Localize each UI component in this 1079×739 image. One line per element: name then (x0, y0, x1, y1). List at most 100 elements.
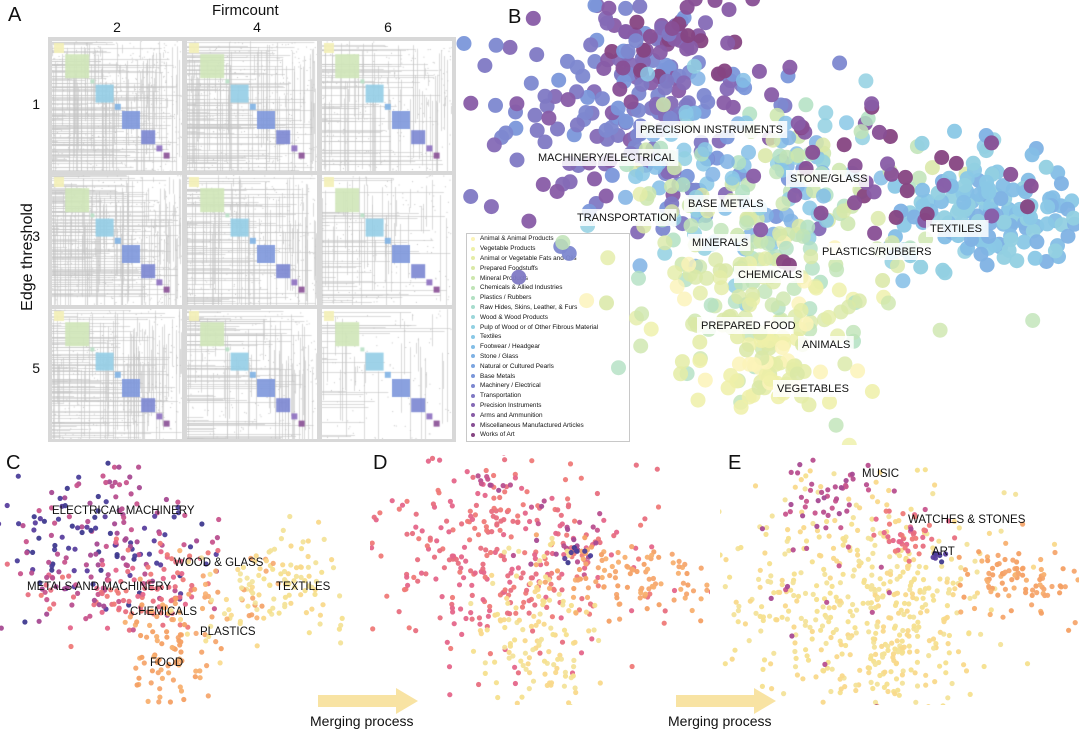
matrix-cell (322, 175, 452, 305)
scatter-point (844, 508, 850, 514)
scatter-point (396, 506, 402, 512)
matrix-cell (187, 41, 317, 171)
scatter-point (154, 560, 160, 566)
cluster-label-box (734, 266, 804, 283)
scatter-point (559, 521, 565, 527)
scatter-point (677, 291, 692, 307)
scatter-point (812, 510, 818, 516)
scatter-point (894, 563, 900, 570)
scatter-point (522, 650, 528, 656)
scatter-point (871, 532, 877, 538)
scatter-point (650, 575, 656, 582)
scatter-point (163, 496, 169, 503)
scatter-point (550, 631, 556, 638)
scatter-point (316, 519, 322, 525)
scatter-point (155, 670, 161, 676)
scatter-point (879, 643, 885, 649)
scatter-point (735, 72, 751, 88)
arrow-1-shape (318, 688, 418, 714)
scatter-point (176, 638, 182, 644)
panel-letter-e: E (728, 452, 742, 474)
scatter-point (338, 640, 344, 646)
scatter-point (911, 576, 917, 582)
scatter-point (553, 669, 559, 676)
cluster-label-text: ELECTRICAL MACHINERY (52, 505, 195, 517)
scatter-point (802, 504, 808, 510)
scatter-point (684, 591, 690, 597)
scatter-point (459, 521, 465, 527)
legend-label: Miscellaneous Manufactured Articles (480, 421, 584, 429)
scatter-point (154, 659, 160, 665)
scatter-point (903, 524, 910, 530)
scatter-point (489, 508, 495, 514)
cluster-label: TEXTILES (926, 220, 989, 237)
scatter-point (704, 582, 710, 588)
scatter-point (661, 620, 667, 626)
scatter-point (802, 590, 809, 596)
scatter-point (303, 610, 309, 616)
scatter-point (549, 535, 555, 541)
scatter-point (164, 552, 170, 558)
scatter-point (555, 507, 561, 513)
scatter-point (533, 532, 539, 538)
scatter-point (128, 491, 134, 497)
scatter-point (589, 636, 595, 642)
scatter-point (803, 249, 819, 265)
scatter-point (41, 518, 48, 524)
scatter-point (801, 525, 807, 531)
scatter-point (1023, 590, 1029, 596)
scatter-point (438, 525, 444, 531)
legend-swatch (471, 266, 475, 271)
scatter-point (873, 479, 879, 485)
scatter-point (843, 642, 849, 649)
scatter-point (892, 548, 898, 554)
scatter-point (508, 534, 514, 540)
scatter-point (885, 534, 891, 540)
scatter-point (450, 527, 456, 533)
scatter-point (415, 578, 421, 584)
scatter-point (690, 392, 706, 408)
scatter-point (854, 607, 860, 613)
scatter-point (133, 665, 139, 671)
scatter-point (530, 678, 537, 684)
scatter-point (967, 595, 973, 601)
scatter-point (73, 582, 79, 588)
scatter-point (526, 610, 532, 616)
matrix-cell (52, 309, 182, 439)
scatter-point (551, 72, 567, 88)
scatter-point (200, 573, 206, 579)
scatter-point (615, 559, 622, 565)
scatter-point (72, 546, 78, 552)
scatter-point (493, 515, 499, 521)
scatter-point (465, 518, 471, 524)
sector-legend: Animal & Animal Products Vegetable Produc… (466, 233, 630, 442)
matrix-col-label-1: 2 (113, 19, 121, 35)
scatter-point (816, 534, 822, 540)
scatter-point (419, 528, 425, 534)
legend-swatch (471, 305, 475, 310)
scatter-point (937, 629, 943, 635)
scatter-point (752, 483, 759, 489)
scatter-point (984, 135, 999, 151)
scatter-point (156, 699, 162, 705)
scatter-point (561, 552, 567, 558)
scatter-point (814, 608, 820, 614)
scatter-point (782, 603, 788, 609)
scatter-point (199, 521, 205, 527)
scatter-point (302, 588, 308, 594)
scatter-point (482, 670, 488, 676)
matrix-cell (322, 41, 452, 171)
legend-label: Chemicals & Allied Industries (480, 284, 563, 292)
scatter-point (789, 633, 795, 639)
scatter-point (920, 595, 926, 601)
scatter-point (890, 651, 897, 657)
scatter-point (164, 634, 170, 640)
scatter-point (215, 589, 221, 595)
scatter-point (522, 638, 528, 644)
scatter-point (56, 569, 62, 575)
cluster-label: MINERALS (688, 234, 751, 251)
scatter-point (175, 499, 181, 505)
scatter-point (784, 583, 791, 590)
scatter-point (424, 543, 430, 549)
scatter-point (213, 568, 219, 574)
